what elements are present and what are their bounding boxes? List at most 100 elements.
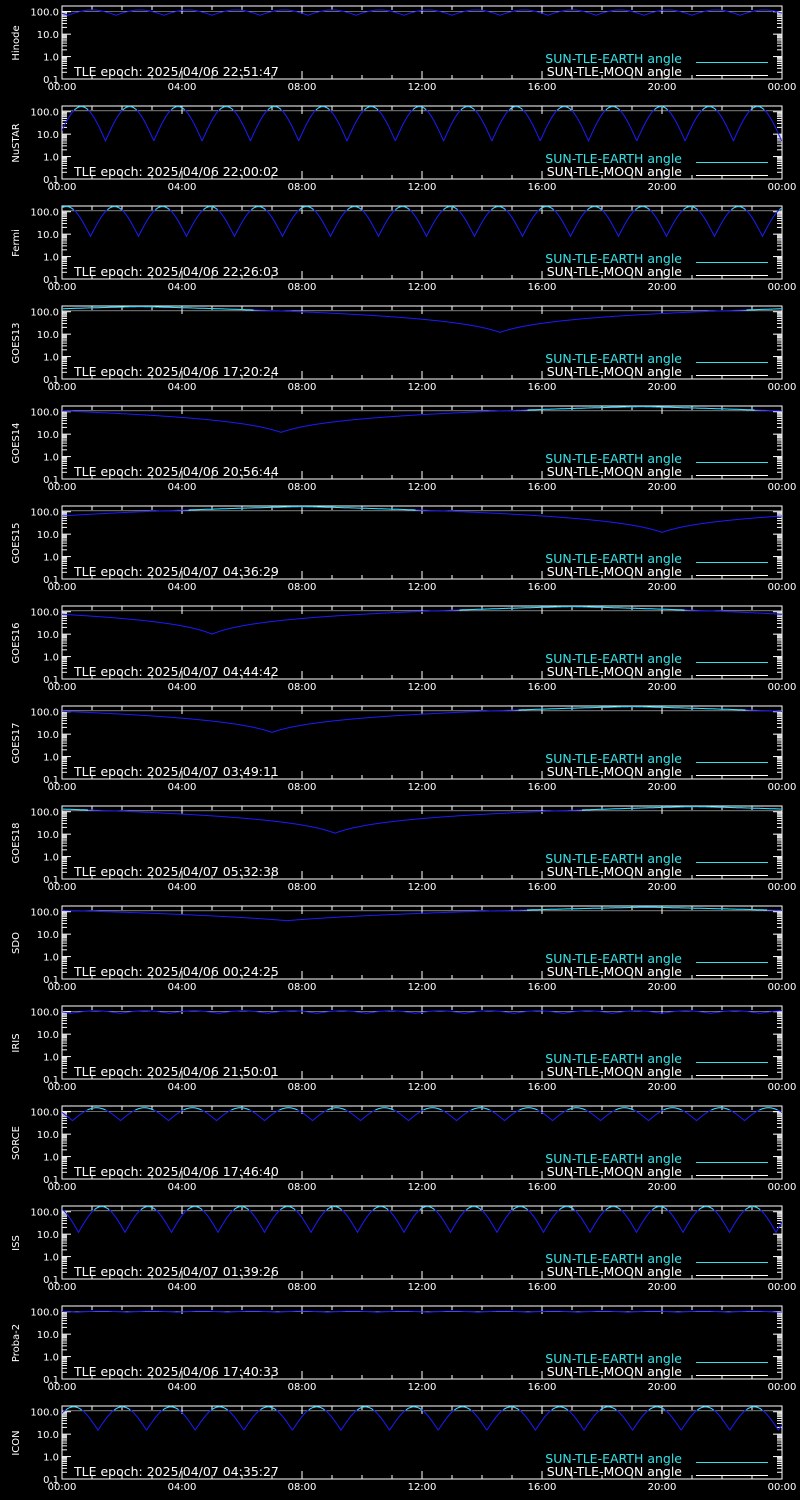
x-tick-label: 04:00 [168,782,197,793]
legend-moon-label: SUN-TLE-MOON angle [547,964,683,979]
series-earth-line [62,9,782,16]
y-tick-label: 100.0 [30,408,59,419]
satellite-name: GOES13 [11,322,22,363]
y-tick-label: 1.0 [43,553,59,564]
x-tick-label: 04:00 [168,1082,197,1093]
x-tick-label: 04:00 [168,582,197,593]
series-earth-high-segment [188,506,416,511]
legend-earth-label: SUN-TLE-EARTH angle [545,251,682,266]
y-tick-label: 10.0 [37,830,59,841]
panel-goes17: 100.010.01.00.100:00 04:00 08:00 12:00 16:00… [11,705,796,793]
x-tick-label: 16:00 [528,1182,557,1193]
panel-goes16: 100.010.01.00.100:00 04:00 08:00 12:00 16:00… [11,605,797,693]
x-tick-label: 20:00 [648,682,677,693]
x-tick-label: 12:00 [408,982,437,993]
x-tick-label: 16:00 [528,282,557,293]
x-tick-label: 16:00 [528,1382,557,1393]
x-tick-label: 12:00 [408,682,437,693]
x-tick-label: 20:00 [648,482,677,493]
y-tick-label: 0.1 [43,775,59,786]
y-tick-label: 100.0 [30,1308,59,1319]
x-tick-label: 00:00 [768,1282,797,1293]
tle-epoch: TLE epoch: 2025/04/07 03:49:11 [73,764,279,779]
legend-earth-label: SUN-TLE-EARTH angle [545,1251,682,1266]
panel-goes15: 100.010.01.00.100:00 04:00 08:00 12:00 16:00… [11,505,796,593]
satellite-name: SDO [11,932,22,954]
x-tick-label: 16:00 [528,582,557,593]
y-tick-label: 1.0 [43,853,59,864]
x-tick-label: 00:00 [768,82,797,93]
tle-epoch: TLE epoch: 2025/04/06 00:24:25 [73,964,279,979]
satellite-name: ICON [11,1430,22,1455]
legend-earth-label: SUN-TLE-EARTH angle [545,1151,682,1166]
x-tick-label: 04:00 [168,182,197,193]
panel-sorce: 100.010.01.00.100:00 04:00 08:00 12:00 16:00… [11,1105,797,1193]
x-tick-label: 00:00 [48,1082,77,1093]
y-tick-label: 0.1 [43,175,59,186]
legend-moon-label: SUN-TLE-MOON angle [547,64,683,79]
tle-epoch: TLE epoch: 2025/04/06 22:26:03 [73,264,279,279]
x-tick-label: 04:00 [168,882,197,893]
x-tick-label: 20:00 [648,1382,677,1393]
tle-epoch: TLE epoch: 2025/04/07 01:39:26 [73,1264,279,1279]
x-tick-label: 00:00 [768,682,797,693]
x-tick-label: 20:00 [648,1182,677,1193]
y-tick-label: 0.1 [43,575,59,586]
y-tick-label: 1.0 [43,453,59,464]
y-tick-label: 100.0 [30,1408,59,1419]
x-tick-label: 08:00 [288,1082,317,1093]
x-tick-label: 00:00 [48,482,77,493]
series-earth-high-segment [74,106,765,111]
y-tick-label: 100.0 [30,308,59,319]
x-tick-label: 00:00 [48,382,77,393]
x-tick-label: 00:00 [48,882,77,893]
y-tick-label: 100.0 [30,1208,59,1219]
legend-moon-label: SUN-TLE-MOON angle [547,1264,683,1279]
x-tick-label: 20:00 [648,882,677,893]
series-earth-high-segment [459,606,685,611]
y-tick-label: 10.0 [37,630,59,641]
x-tick-label: 20:00 [648,982,677,993]
legend-earth-label: SUN-TLE-EARTH angle [545,751,682,766]
x-tick-label: 04:00 [168,482,197,493]
y-tick-label: 10.0 [37,930,59,941]
x-tick-label: 20:00 [648,282,677,293]
y-tick-label: 1.0 [43,53,59,64]
x-tick-label: 12:00 [408,882,437,893]
y-tick-label: 10.0 [37,430,59,441]
x-tick-label: 08:00 [288,1382,317,1393]
legend-moon-label: SUN-TLE-MOON angle [547,764,683,779]
legend-moon-label: SUN-TLE-MOON angle [547,664,683,679]
tle-epoch: TLE epoch: 2025/04/06 17:46:40 [73,1164,279,1179]
series-earth-high-segment [62,806,782,811]
y-tick-label: 100.0 [30,608,59,619]
y-tick-label: 10.0 [37,330,59,341]
tle-epoch: TLE epoch: 2025/04/07 04:36:29 [73,564,279,579]
x-tick-label: 00:00 [768,1182,797,1193]
legend-earth-label: SUN-TLE-EARTH angle [545,951,682,966]
x-tick-label: 08:00 [288,82,317,93]
x-tick-label: 00:00 [48,982,77,993]
y-tick-label: 100.0 [30,108,59,119]
series-earth-high-segment [65,1406,763,1411]
x-tick-label: 20:00 [648,182,677,193]
satellite-name: GOES17 [11,722,22,763]
satellite-name: SORCE [11,1126,22,1160]
x-tick-label: 00:00 [48,1482,77,1493]
x-tick-label: 08:00 [288,282,317,293]
satellite-name: GOES14 [11,422,22,463]
legend-moon-label: SUN-TLE-MOON angle [547,164,683,179]
series-earth-line [62,1107,782,1122]
tle-epoch: TLE epoch: 2025/04/06 22:51:47 [73,64,279,79]
x-tick-label: 12:00 [408,582,437,593]
x-tick-label: 00:00 [768,282,797,293]
x-tick-label: 00:00 [768,1482,797,1493]
x-tick-label: 04:00 [168,1382,197,1393]
y-tick-label: 100.0 [30,708,59,719]
x-tick-label: 20:00 [648,1282,677,1293]
legend-earth-label: SUN-TLE-EARTH angle [545,851,682,866]
x-tick-label: 04:00 [168,682,197,693]
x-tick-label: 12:00 [408,1482,437,1493]
y-tick-label: 10.0 [37,130,59,141]
